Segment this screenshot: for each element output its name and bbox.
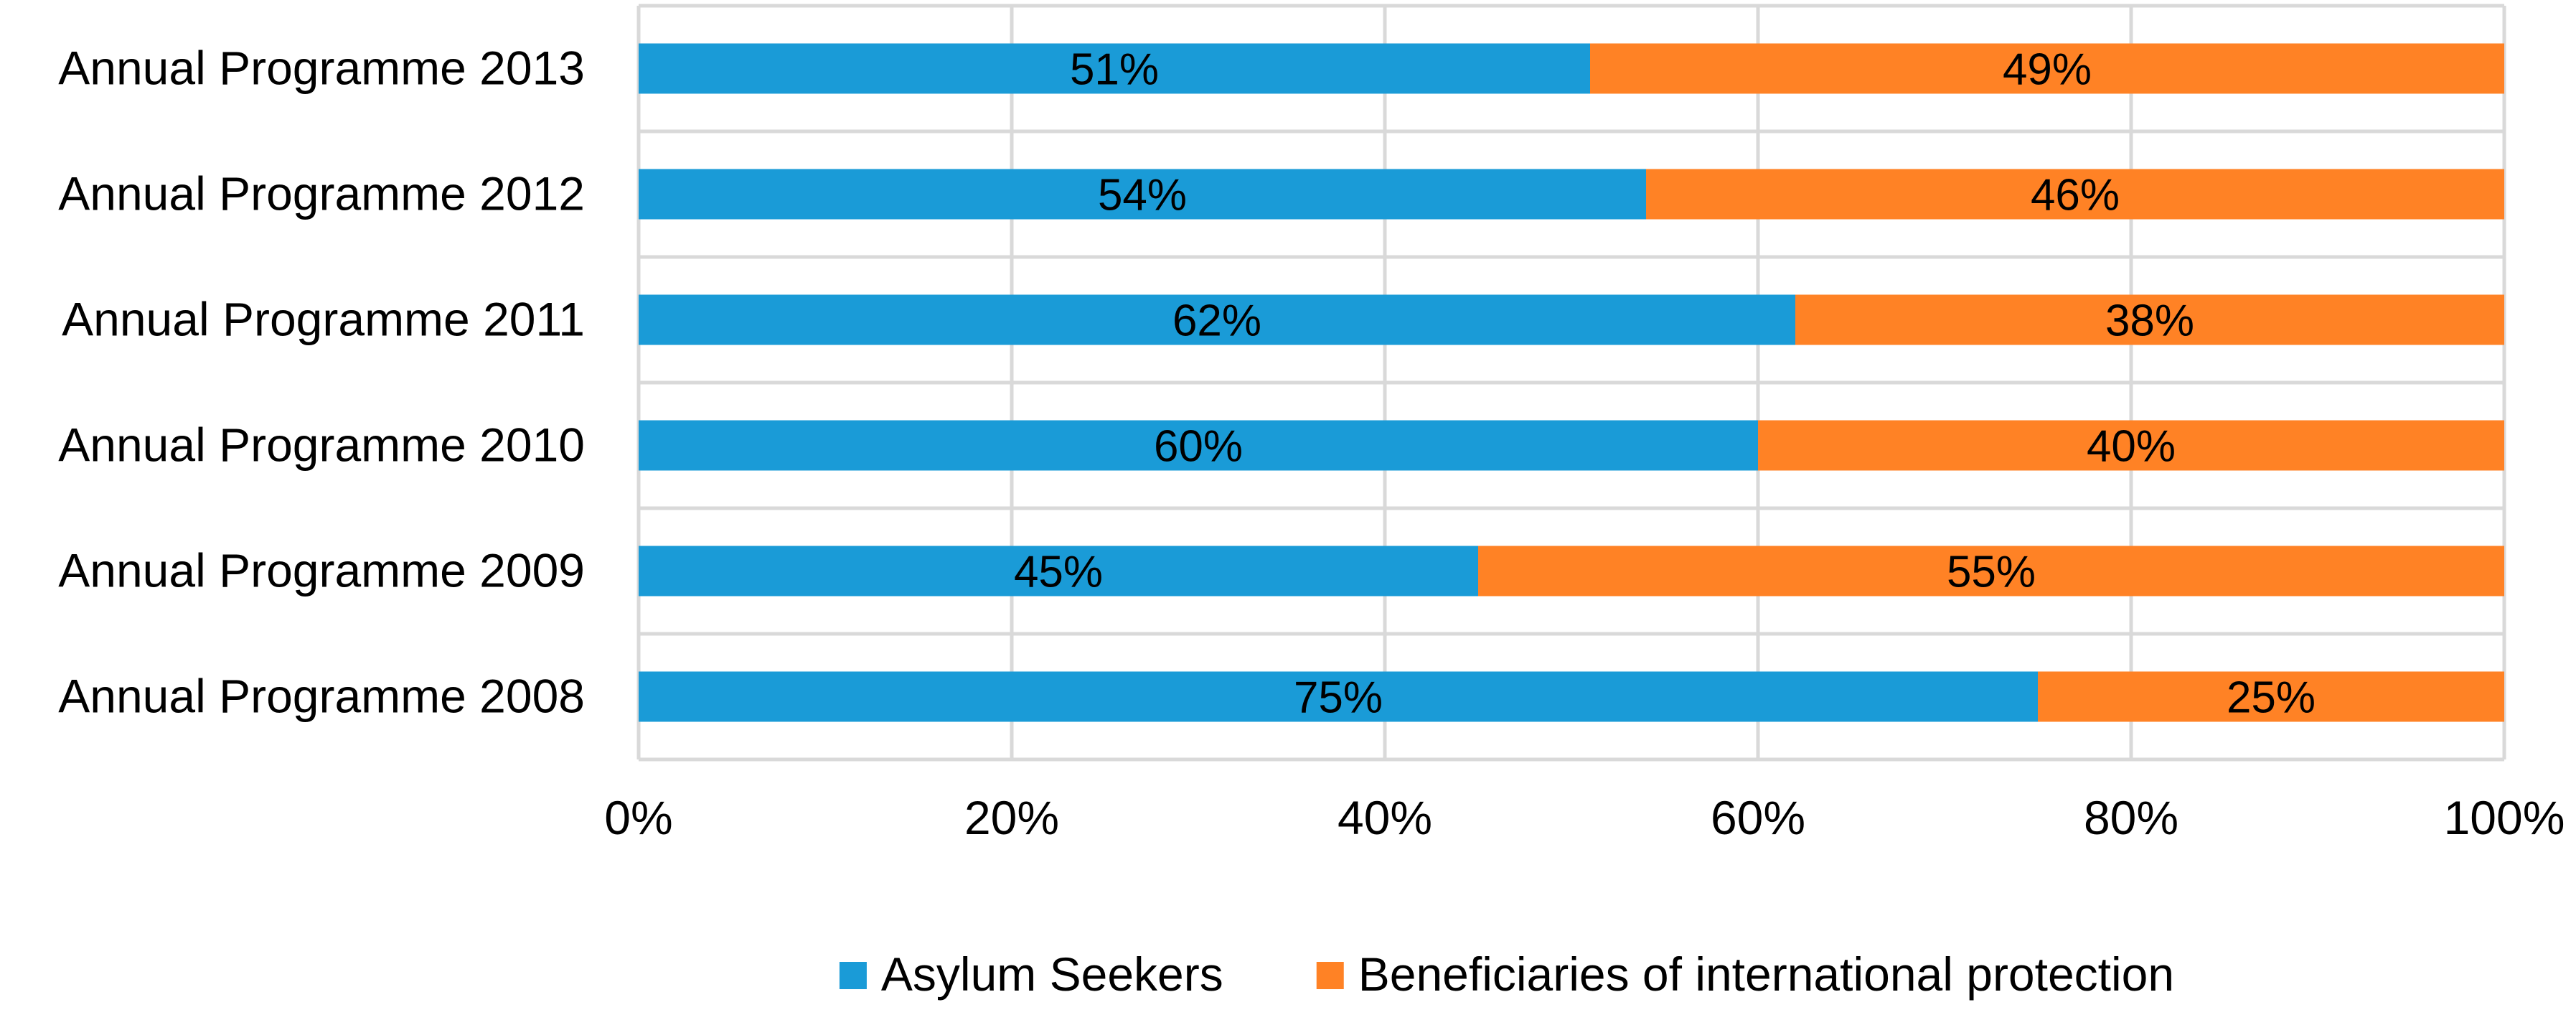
bar-segment-beneficiaries-of-international-protection xyxy=(1758,420,2504,471)
bar-segment-asylum-seekers xyxy=(639,420,1758,471)
category-label: Annual Programme 2009 xyxy=(58,544,585,597)
data-label: 45% xyxy=(1014,548,1103,597)
category-label: Annual Programme 2012 xyxy=(58,167,585,220)
x-tick-label: 40% xyxy=(1338,791,1432,844)
data-label: 49% xyxy=(2003,45,2092,95)
legend-swatch xyxy=(1316,962,1344,989)
bar-segment-asylum-seekers xyxy=(639,294,1795,345)
data-label: 55% xyxy=(1947,548,2036,597)
category-axis-labels: Annual Programme 2013 Annual Programme 20… xyxy=(58,42,585,723)
x-tick-label: 80% xyxy=(2084,791,2178,844)
bar-segment-asylum-seekers xyxy=(639,169,1646,220)
data-label: 51% xyxy=(1070,45,1159,95)
data-label: 54% xyxy=(1098,171,1187,220)
bar-segment-beneficiaries-of-international-protection xyxy=(1795,294,2504,345)
data-label: 60% xyxy=(1154,422,1243,472)
legend-swatch xyxy=(839,962,867,989)
bar-segment-beneficiaries-of-international-protection xyxy=(1478,546,2504,597)
bar-segment-asylum-seekers xyxy=(639,43,1590,94)
bar-segment-asylum-seekers xyxy=(639,546,1478,597)
legend-label: Beneficiaries of international protectio… xyxy=(1358,948,2174,1001)
bar-segment-beneficiaries-of-international-protection xyxy=(1646,169,2504,220)
data-label: 25% xyxy=(2227,673,2316,723)
x-tick-label: 60% xyxy=(1711,791,1805,844)
category-label: Annual Programme 2011 xyxy=(62,293,585,346)
category-label: Annual Programme 2008 xyxy=(58,670,585,723)
value-axis-tick-labels: 0% 20% 40% 60% 80% 100% xyxy=(604,791,2565,844)
bar-segment-asylum-seekers xyxy=(639,671,2038,722)
data-label: 38% xyxy=(2105,296,2194,346)
x-tick-label: 20% xyxy=(964,791,1059,844)
bar-segment-beneficiaries-of-international-protection xyxy=(2038,671,2504,722)
x-tick-label: 0% xyxy=(604,791,672,844)
data-label: 46% xyxy=(2031,171,2120,220)
legend-item-beneficiaries-of-international-protection: Beneficiaries of international protectio… xyxy=(1316,948,2174,1001)
legend-label: Asylum Seekers xyxy=(881,948,1223,1001)
bars: 51% 49% 54% 46% 62% 38% 60% 40% 45% 55% 75% 25% xyxy=(639,43,2504,723)
legend: Asylum Seekers Beneficiaries of internati… xyxy=(839,948,2174,1001)
x-tick-label: 100% xyxy=(2444,791,2565,844)
legend-item-asylum-seekers: Asylum Seekers xyxy=(839,948,1223,1001)
data-label: 40% xyxy=(2087,422,2176,472)
data-label: 75% xyxy=(1294,673,1383,723)
gridlines xyxy=(636,4,2506,762)
category-label: Annual Programme 2010 xyxy=(58,418,585,472)
data-label: 62% xyxy=(1172,296,1261,346)
category-label: Annual Programme 2013 xyxy=(58,42,585,95)
bar-segment-beneficiaries-of-international-protection xyxy=(1590,43,2504,94)
